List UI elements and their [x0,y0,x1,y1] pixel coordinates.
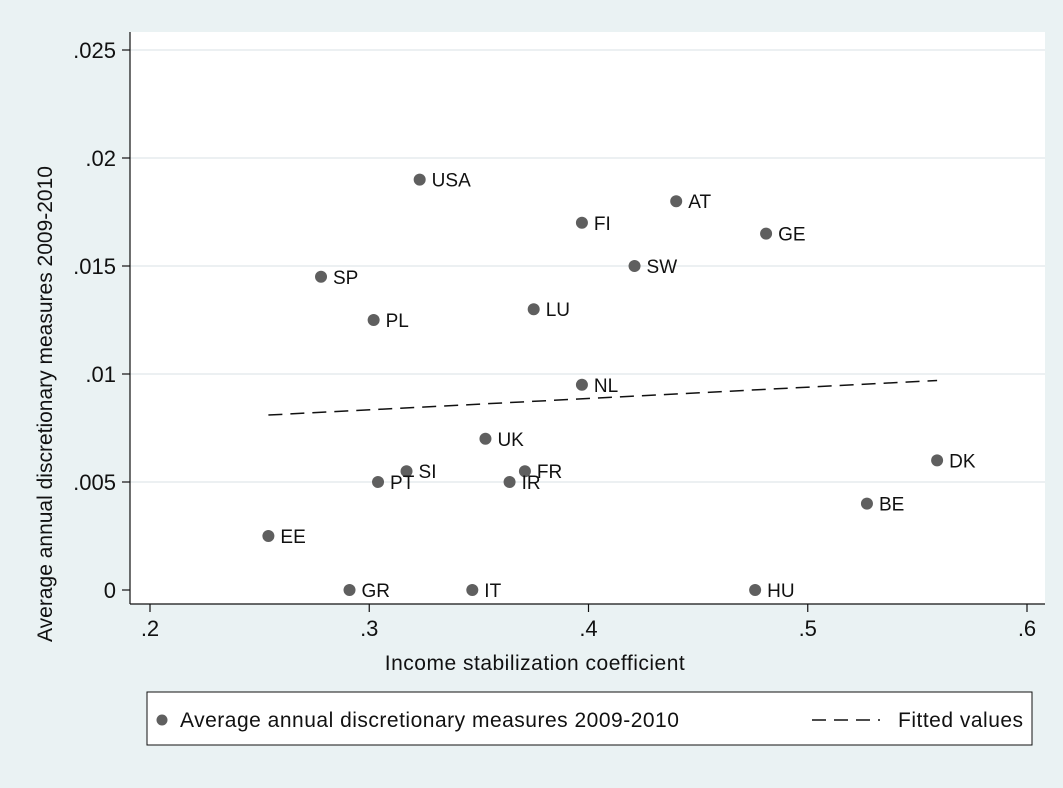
data-point-nl [575,378,588,391]
data-point-dk [931,454,944,467]
x-tick-label: .5 [799,616,817,641]
y-tick-label: .015 [73,254,116,279]
data-point-fr [518,465,531,478]
point-label-ir: IR [522,473,541,494]
y-tick-label: .02 [85,146,116,171]
data-point-uk [479,432,492,445]
legend-label-fit: Fitted values [898,709,1024,732]
axes: 0 .005 .01 .015 .02 .025 .2 .3 .4 .5 .6 [73,32,1045,641]
x-tick-label: .4 [579,616,597,641]
x-axis-label: Income stabilization coefficient [385,652,685,675]
data-point-si [400,465,413,478]
point-label-usa: USA [432,171,471,192]
point-label-it: IT [484,581,501,602]
fitted-values-line [268,379,938,416]
data-point-usa [413,173,426,186]
point-label-ge: GE [778,225,805,246]
data-point-lu [527,303,540,316]
point-label-si: SI [419,462,437,483]
point-label-sw: SW [647,257,678,278]
point-label-be: BE [879,495,904,516]
point-label-at: AT [688,192,711,213]
point-label-hu: HU [767,581,794,602]
data-points [262,173,944,596]
y-tick-label: 0 [104,578,116,603]
legend-label-scatter: Average annual discretionary measures 20… [180,709,679,732]
point-label-fi: FI [594,214,611,235]
point-label-fr: FR [537,462,562,483]
y-axis-label: Average annual discretionary measures 20… [34,166,57,642]
data-point-pl [367,314,380,326]
data-point-fi [575,216,588,229]
point-label-lu: LU [546,300,570,321]
x-tick-label: .3 [360,616,378,641]
legend-box [146,691,1033,746]
data-point-ee [262,530,275,542]
point-labels: USA AT FI GE SW SP LU PL NL UK DK SI FR PT IR BE EE GR IT H… [280,171,975,602]
data-point-sp [315,270,328,283]
fitted-line-layer [268,379,938,416]
grid-lines [130,49,1045,483]
data-point-ge [760,227,773,240]
legend-marker-scatter [156,714,168,726]
point-label-ee: EE [280,527,305,548]
point-label-pt: PT [390,473,415,494]
point-label-uk: UK [497,430,524,451]
point-label-pl: PL [386,311,409,332]
data-point-ir [503,476,516,488]
data-point-hu [749,584,762,596]
data-point-it [466,584,479,596]
data-point-be [860,497,873,510]
data-point-at [670,195,683,208]
plot-area [130,32,1045,604]
x-tick-label: .6 [1018,616,1036,641]
y-tick-label: .01 [85,362,116,387]
y-tick-label: .005 [73,470,116,495]
data-point-pt [372,476,385,488]
point-label-gr: GR [362,581,391,602]
data-point-sw [628,260,641,272]
y-tick-label: .025 [73,38,116,63]
point-label-dk: DK [949,451,976,472]
legend: Average annual discretionary measures 20… [146,691,1033,746]
data-point-gr [343,584,356,596]
point-label-nl: NL [594,376,618,397]
x-tick-label: .2 [141,616,159,641]
point-label-sp: SP [333,268,358,289]
